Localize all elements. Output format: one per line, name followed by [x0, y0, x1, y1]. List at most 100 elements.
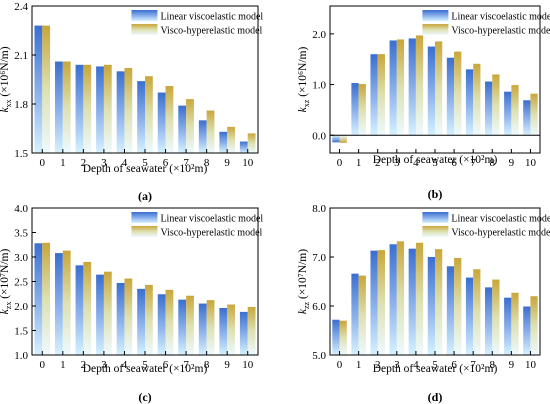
bar-hyper-4 [124, 68, 133, 153]
y-tick-label: 2.5 [14, 277, 28, 289]
legend-swatch-linear [131, 212, 158, 223]
x-tick-label: 10 [525, 359, 537, 371]
bar-hyper-1 [62, 61, 71, 153]
bar-linear-4 [408, 38, 416, 136]
chart-panel-3: 1.0 1.5 2.0 2.5 3.0 3.5 4.0 0 1 2 3 4 5 6 7 8 9 10 Depth o… [0, 203, 263, 404]
bar-linear-10 [523, 100, 531, 136]
bar-hyper-4 [415, 242, 424, 355]
bar-linear-2 [370, 250, 378, 355]
legend-swatch-hyper [422, 24, 449, 35]
y-tick-label: 5.0 [312, 350, 326, 362]
x-tick-label: 5 [142, 359, 148, 371]
x-tick-label: 9 [224, 359, 230, 371]
bar-linear-0 [332, 319, 340, 355]
bar-hyper-0 [42, 25, 51, 154]
x-tick-label: 3 [394, 157, 400, 169]
legend-entry: Linear viscoelastic model [451, 12, 550, 23]
y-axis-label: kzz (×10⁷N/m) [297, 249, 311, 314]
panel-label: (d) [428, 390, 443, 404]
bar-linear-2 [370, 54, 378, 136]
bar-hyper-10 [530, 296, 538, 355]
legend-swatch-linear [422, 10, 449, 21]
bar-linear-3 [389, 244, 397, 355]
bar-linear-3 [389, 40, 397, 136]
bar-linear-5 [427, 46, 435, 136]
x-tick-label: 9 [509, 157, 515, 169]
bar-hyper-9 [511, 85, 519, 136]
y-tick-label: 4.0 [14, 203, 28, 215]
y-tick-label: 2.0 [312, 29, 326, 41]
legend-entry: Visco-hyperelastic model [160, 228, 262, 239]
bar-linear-5 [137, 81, 145, 153]
y-tick-label: 2.1 [14, 50, 28, 62]
y-tick-label: 1.5 [14, 326, 28, 338]
x-tick-label: 3 [101, 157, 107, 169]
bar-hyper-4 [415, 35, 424, 136]
bar-hyper-2 [377, 250, 385, 355]
bar-hyper-3 [103, 64, 112, 153]
chart-panel-2: 0.0 1.0 2.0 0 1 2 3 4 5 6 7 8 9 10 Depth of seawater (… [297, 5, 550, 201]
x-tick-label: 2 [81, 359, 87, 371]
x-tick-label: 1 [356, 157, 362, 169]
y-tick-label: 1.8 [14, 99, 28, 111]
y-axis-label: kzx (×10⁷N/m) [0, 249, 13, 315]
panel-label: (b) [428, 187, 443, 201]
x-tick-label: 0 [337, 359, 343, 371]
x-tick-label: 8 [490, 359, 496, 371]
bar-hyper-6 [454, 51, 462, 136]
bar-hyper-9 [511, 292, 519, 355]
bar-linear-10 [239, 141, 248, 153]
bar-hyper-7 [186, 295, 194, 355]
x-tick-label: 7 [470, 359, 476, 371]
bar-linear-8 [198, 120, 207, 153]
y-tick-label: 6.0 [312, 301, 326, 313]
x-tick-label: 6 [451, 359, 457, 371]
bar-linear-4 [116, 282, 125, 355]
y-tick-label: 1.0 [14, 350, 28, 362]
bar-linear-8 [485, 287, 493, 355]
bar-linear-5 [427, 257, 435, 355]
x-tick-label: 10 [242, 157, 254, 169]
y-axis-label: kxx (×10⁶N/m) [0, 46, 13, 112]
x-tick-label: 10 [525, 157, 537, 169]
bar-hyper-3 [103, 271, 112, 355]
bar-hyper-8 [492, 74, 500, 136]
legend-entry: Linear viscoelastic model [160, 12, 263, 23]
bar-linear-0 [34, 243, 43, 355]
x-tick-label: 10 [242, 359, 254, 371]
legend-swatch-linear [131, 10, 158, 21]
x-tick-label: 7 [470, 157, 476, 169]
x-tick-label: 2 [81, 157, 87, 169]
bar-hyper-0 [42, 242, 51, 355]
y-tick-label: 1.5 [14, 148, 28, 160]
y-tick-label: 1.0 [312, 80, 326, 92]
bar-hyper-8 [206, 110, 215, 153]
x-tick-label: 1 [60, 359, 66, 371]
x-tick-label: 4 [413, 157, 419, 169]
legend-entry: Visco-hyperelastic model [160, 26, 262, 37]
bar-hyper-7 [473, 269, 481, 355]
bar-linear-1 [351, 83, 359, 136]
bar-hyper-10 [247, 306, 256, 355]
bar-hyper-8 [492, 279, 500, 355]
x-tick-label: 3 [394, 359, 400, 371]
bar-linear-7 [465, 277, 474, 355]
bar-hyper-10 [530, 93, 538, 136]
bar-linear-1 [55, 253, 63, 355]
legend-swatch-linear [422, 212, 449, 223]
bar-hyper-2 [377, 54, 385, 136]
panel-label: (c) [138, 390, 151, 404]
x-tick-label: 4 [413, 359, 419, 371]
legend-entry: Visco-hyperelastic model [451, 228, 550, 239]
bar-linear-8 [198, 303, 207, 355]
legend-swatch-hyper [131, 24, 158, 35]
bar-linear-6 [157, 294, 166, 355]
y-tick-label: 0.0 [312, 130, 326, 142]
bar-hyper-1 [358, 275, 366, 355]
bar-linear-6 [446, 57, 455, 136]
bar-linear-8 [485, 81, 493, 136]
x-tick-label: 5 [432, 359, 438, 371]
y-tick-label: 3.0 [14, 252, 28, 264]
x-axis-label: Depth of seawater (×10²m) [373, 363, 498, 375]
